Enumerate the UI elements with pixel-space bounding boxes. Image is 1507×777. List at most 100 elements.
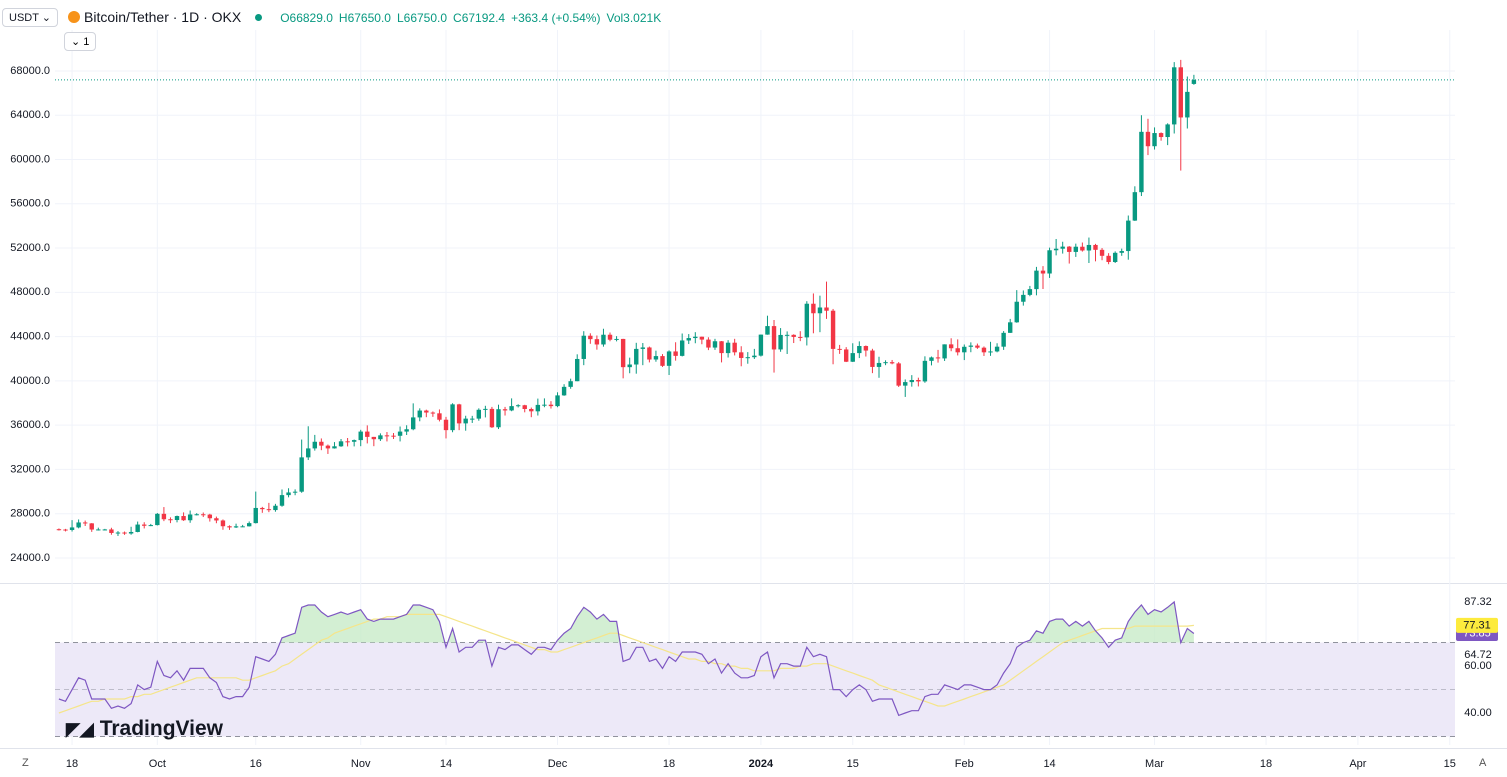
- candle-body: [575, 358, 580, 382]
- x-tick-label: 14: [440, 758, 452, 770]
- candle-body: [450, 404, 455, 431]
- x-tick-label: Apr: [1349, 758, 1366, 770]
- corner-right[interactable]: A: [1479, 757, 1487, 769]
- candle-body: [371, 436, 377, 440]
- candle-body: [365, 431, 370, 437]
- rsi-band: [55, 642, 1455, 737]
- volume: Vol3.021K: [606, 10, 662, 25]
- candle-body: [246, 523, 252, 527]
- ohlc-change: +363.4 (+0.54%): [511, 10, 601, 25]
- candle-body: [1067, 246, 1072, 252]
- candle-body: [214, 518, 219, 521]
- logo[interactable]: ◤◢ TradingView: [66, 717, 223, 741]
- candle-body: [496, 409, 501, 428]
- y-tick-label: 36000.0: [10, 419, 50, 431]
- candle-body: [909, 379, 914, 383]
- candle-body: [142, 524, 147, 526]
- candle-body: [174, 516, 180, 521]
- candle-body: [338, 441, 344, 447]
- candle-body: [876, 362, 882, 367]
- candle-body: [384, 435, 390, 437]
- candle-body: [830, 310, 836, 349]
- candle-body: [719, 341, 724, 354]
- x-tick-label: 15: [1444, 758, 1456, 770]
- candle-body: [548, 404, 554, 407]
- candle-body: [1106, 255, 1111, 263]
- candle-body: [168, 519, 173, 521]
- y-tick-label: 44000.0: [10, 331, 50, 343]
- corner-left[interactable]: Z: [22, 757, 29, 769]
- currency-select[interactable]: USDT ⌄: [2, 7, 59, 27]
- candle-body: [791, 334, 796, 337]
- candle-body: [424, 410, 429, 413]
- candle-body: [542, 404, 547, 406]
- candle-body: [312, 441, 317, 449]
- y-tick-label: 52000.0: [10, 242, 50, 254]
- candle-body: [824, 307, 829, 311]
- candle-body: [292, 491, 298, 493]
- candle-body: [1126, 220, 1131, 252]
- candle-body: [1086, 244, 1092, 251]
- candle-body: [771, 326, 777, 350]
- candle-body: [1152, 133, 1157, 147]
- candle-body: [916, 379, 921, 382]
- logo-text: TradingView: [99, 717, 224, 740]
- candle-body: [706, 339, 711, 348]
- candle-body: [187, 514, 193, 521]
- candle-body: [417, 410, 422, 418]
- candle-body: [1112, 252, 1118, 263]
- candle-body: [843, 349, 849, 362]
- candle-body: [1080, 246, 1085, 251]
- candle-body: [994, 346, 1000, 352]
- y-tick-label: 40000.0: [10, 375, 50, 387]
- collapse-button[interactable]: ⌄ 1: [64, 32, 97, 51]
- candle-body: [345, 441, 350, 443]
- candle-body: [529, 408, 534, 412]
- candle-body: [857, 346, 862, 354]
- candle-body: [96, 529, 101, 531]
- candle-body: [76, 522, 81, 528]
- candle-body: [679, 340, 685, 356]
- candle-body: [102, 529, 108, 531]
- candle-body: [784, 334, 790, 336]
- candle-body: [981, 347, 987, 353]
- candle-body: [693, 336, 698, 339]
- candle-body: [1047, 250, 1052, 274]
- candle-body: [1073, 246, 1079, 252]
- candle-body: [922, 360, 928, 382]
- candle-body: [588, 335, 593, 340]
- candle-body: [207, 514, 213, 519]
- candle-body: [437, 413, 442, 420]
- y-tick-label: 68000.0: [10, 65, 50, 77]
- candle-body: [404, 429, 409, 432]
- candle-body: [811, 303, 816, 314]
- candle-body: [627, 364, 632, 368]
- candle-body: [561, 386, 567, 396]
- candle-body: [640, 347, 646, 349]
- candle-body: [804, 303, 810, 338]
- candle-body: [128, 531, 134, 534]
- candle-body: [889, 362, 895, 364]
- candle-body: [896, 363, 901, 386]
- candle-body: [535, 404, 541, 412]
- candle-body: [975, 345, 980, 348]
- rsi-tick-label: 40.00: [1464, 707, 1492, 719]
- candle-body: [903, 382, 908, 386]
- toolbar: USDT ⌄ Bitcoin/Tether · 1D · OKX O66829.…: [2, 6, 667, 28]
- candle-body: [181, 516, 186, 521]
- candle-body: [883, 362, 888, 364]
- candle-body: [332, 446, 337, 449]
- candle-body: [745, 357, 750, 359]
- candle-body: [306, 448, 311, 458]
- candle-body: [220, 520, 226, 527]
- ohlc: O66829.0 H67650.0 L66750.0 C67192.4 +363.4 (…: [280, 10, 667, 25]
- candle-body: [666, 351, 672, 366]
- x-tick-label: Dec: [548, 758, 568, 770]
- candle-body: [581, 335, 586, 359]
- candle-body: [1139, 131, 1144, 193]
- x-tick-label: 15: [847, 758, 859, 770]
- candle-body: [260, 507, 265, 510]
- candle-body: [817, 307, 823, 314]
- candle-body: [1008, 322, 1013, 333]
- symbol[interactable]: Bitcoin/Tether · 1D · OKX: [84, 9, 242, 25]
